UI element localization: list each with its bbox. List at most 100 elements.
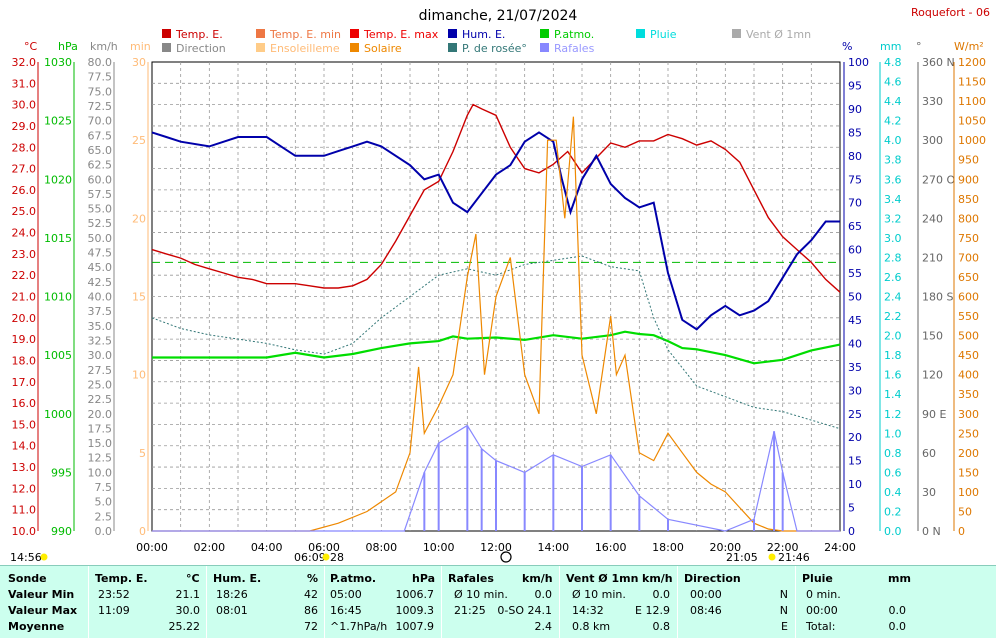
weather-chart: dimanche, 21/07/2024 Roquefort - 06 Temp…	[10, 6, 990, 564]
solar-tick: 1150	[958, 76, 986, 89]
chart-title: dimanche, 21/07/2024	[419, 8, 578, 24]
wind-tick: 65.0	[88, 144, 113, 157]
hum-tick: 40	[848, 337, 862, 350]
series-p-atmo-	[152, 330, 841, 365]
wind-tick: 15.0	[88, 437, 113, 450]
temp-tick: 24.0	[12, 227, 37, 240]
dir-tick: 90 E	[922, 408, 946, 421]
wind-tick: 0.0	[95, 525, 113, 538]
hum-axis-unit: %	[842, 40, 852, 53]
wind-tick: 2.5	[95, 510, 113, 523]
solar-tick: 250	[958, 427, 979, 440]
rain-tick: 4.4	[884, 95, 902, 108]
legend-swatch	[540, 43, 549, 52]
legend-label: P. de rosée°	[462, 42, 527, 55]
hdr-hum: Hum. E.	[213, 572, 262, 585]
legend-swatch	[540, 29, 549, 38]
summary-cell-p_v: 1006.7	[395, 588, 435, 601]
hdr-temp-unit: °C	[186, 572, 200, 585]
time-tick: 22:00	[767, 541, 799, 554]
time-tick: 00:00	[136, 541, 168, 554]
wind-tick: 25.0	[88, 378, 113, 391]
station-name: Roquefort - 06	[911, 6, 990, 19]
dir-tick: 240	[922, 212, 943, 225]
dir-tick: 180 S	[922, 291, 953, 304]
solar-tick: 800	[958, 212, 979, 225]
summary-cell-vent_v: 0.8	[652, 620, 671, 633]
summary-cell-label: Valeur Max	[8, 604, 78, 617]
summary-cell-raf_v: 2.4	[534, 620, 553, 633]
dir-tick: 120	[922, 369, 943, 382]
solar-tick: 300	[958, 408, 979, 421]
summary-cell-p_v: 1007.9	[395, 620, 435, 633]
summary-cell-pl_v: 0.0	[888, 604, 907, 617]
press-tick: 1005	[44, 349, 72, 362]
legend-swatch	[256, 43, 265, 52]
summary-cell-dir_t: 00:00	[690, 588, 722, 601]
summary-row: Valeur Min 23:52 21.1 18:26 42 05:00 1006.7 Ø 1…	[0, 588, 996, 604]
min-tick: 5	[139, 447, 146, 460]
temp-axis-unit: °C	[24, 40, 38, 53]
hum-tick: 10	[848, 478, 862, 491]
wind-tick: 22.5	[88, 393, 113, 406]
wind-axis-unit: km/h	[90, 40, 118, 53]
hum-tick: 75	[848, 173, 862, 186]
summary-cell-hum_v: 42	[304, 588, 318, 601]
summary-cell-vent_t: 14:32	[572, 604, 604, 617]
wind-tick: 57.5	[88, 188, 113, 201]
summary-cell-temp_v: 30.0	[175, 604, 201, 617]
dir-tick: 360 N	[922, 56, 955, 69]
hdr-hum-unit: %	[307, 572, 319, 585]
legend-label: Vent Ø 1mn	[746, 28, 811, 41]
hdr-vent-unit: km/h	[642, 572, 673, 585]
solar-tick: 750	[958, 232, 979, 245]
wind-tick: 27.5	[88, 364, 113, 377]
legend-swatch	[636, 29, 645, 38]
solar-tick: 650	[958, 271, 979, 284]
solar-tick: 1100	[958, 95, 986, 108]
series-hum-e-	[151, 131, 840, 331]
sun-icon	[40, 553, 48, 561]
hum-tick: 95	[848, 79, 862, 92]
dir-tick: 210	[922, 251, 943, 264]
hdr-raf-unit: km/h	[522, 572, 553, 585]
summary-cell-temp_v: 21.1	[175, 588, 201, 601]
legend-label: P.atmo.	[554, 28, 594, 41]
press-tick: 1010	[44, 291, 72, 304]
rain-tick: 2.6	[884, 271, 902, 284]
hdr-dir: Direction	[684, 572, 741, 585]
summary-table: Sonde Temp. E. °C Hum. E. % P.atmo. hPa …	[0, 565, 996, 638]
legend-swatch	[448, 43, 457, 52]
solar-tick: 1000	[958, 134, 986, 147]
dir-tick: 60	[922, 447, 936, 460]
noon-marker-icon	[500, 551, 512, 563]
rain-tick: 4.8	[884, 56, 902, 69]
wind-tick: 55.0	[88, 203, 113, 216]
summary-header-row: Sonde Temp. E. °C Hum. E. % P.atmo. hPa …	[0, 572, 996, 588]
dir-tick: 330	[922, 95, 943, 108]
rain-tick: 3.4	[884, 193, 902, 206]
wind-tick: 20.0	[88, 408, 113, 421]
summary-row: Moyenne 25.22 72 ^1.7hPa/h 1007.9 2.4 0.8 km 0.…	[0, 620, 996, 636]
summary-cell-pl_t: 0 min.	[806, 588, 841, 601]
hum-tick: 90	[848, 103, 862, 116]
summary-cell-pl_v: 0.0	[888, 620, 907, 633]
sun-icon	[768, 553, 776, 561]
solar-tick: 0	[958, 525, 965, 538]
wind-tick: 45.0	[88, 261, 113, 274]
temp-tick: 14.0	[12, 440, 37, 453]
rain-tick: 4.6	[884, 76, 902, 89]
wind-tick: 67.5	[88, 129, 113, 142]
wind-tick: 47.5	[88, 247, 113, 260]
wind-tick: 12.5	[88, 452, 113, 465]
wind-tick: 7.5	[95, 481, 113, 494]
solar-tick: 200	[958, 447, 979, 460]
summary-cell-dir_v: N	[779, 588, 788, 601]
hdr-press-unit: hPa	[412, 572, 436, 585]
time-tick: 10:00	[423, 541, 455, 554]
hum-tick: 20	[848, 431, 862, 444]
temp-tick: 32.0	[12, 56, 37, 69]
summary-row: Valeur Max 11:09 30.0 08:01 86 16:45 1009.3 21:…	[0, 604, 996, 620]
temp-tick: 27.0	[12, 163, 37, 176]
wind-tick: 60.0	[88, 173, 113, 186]
